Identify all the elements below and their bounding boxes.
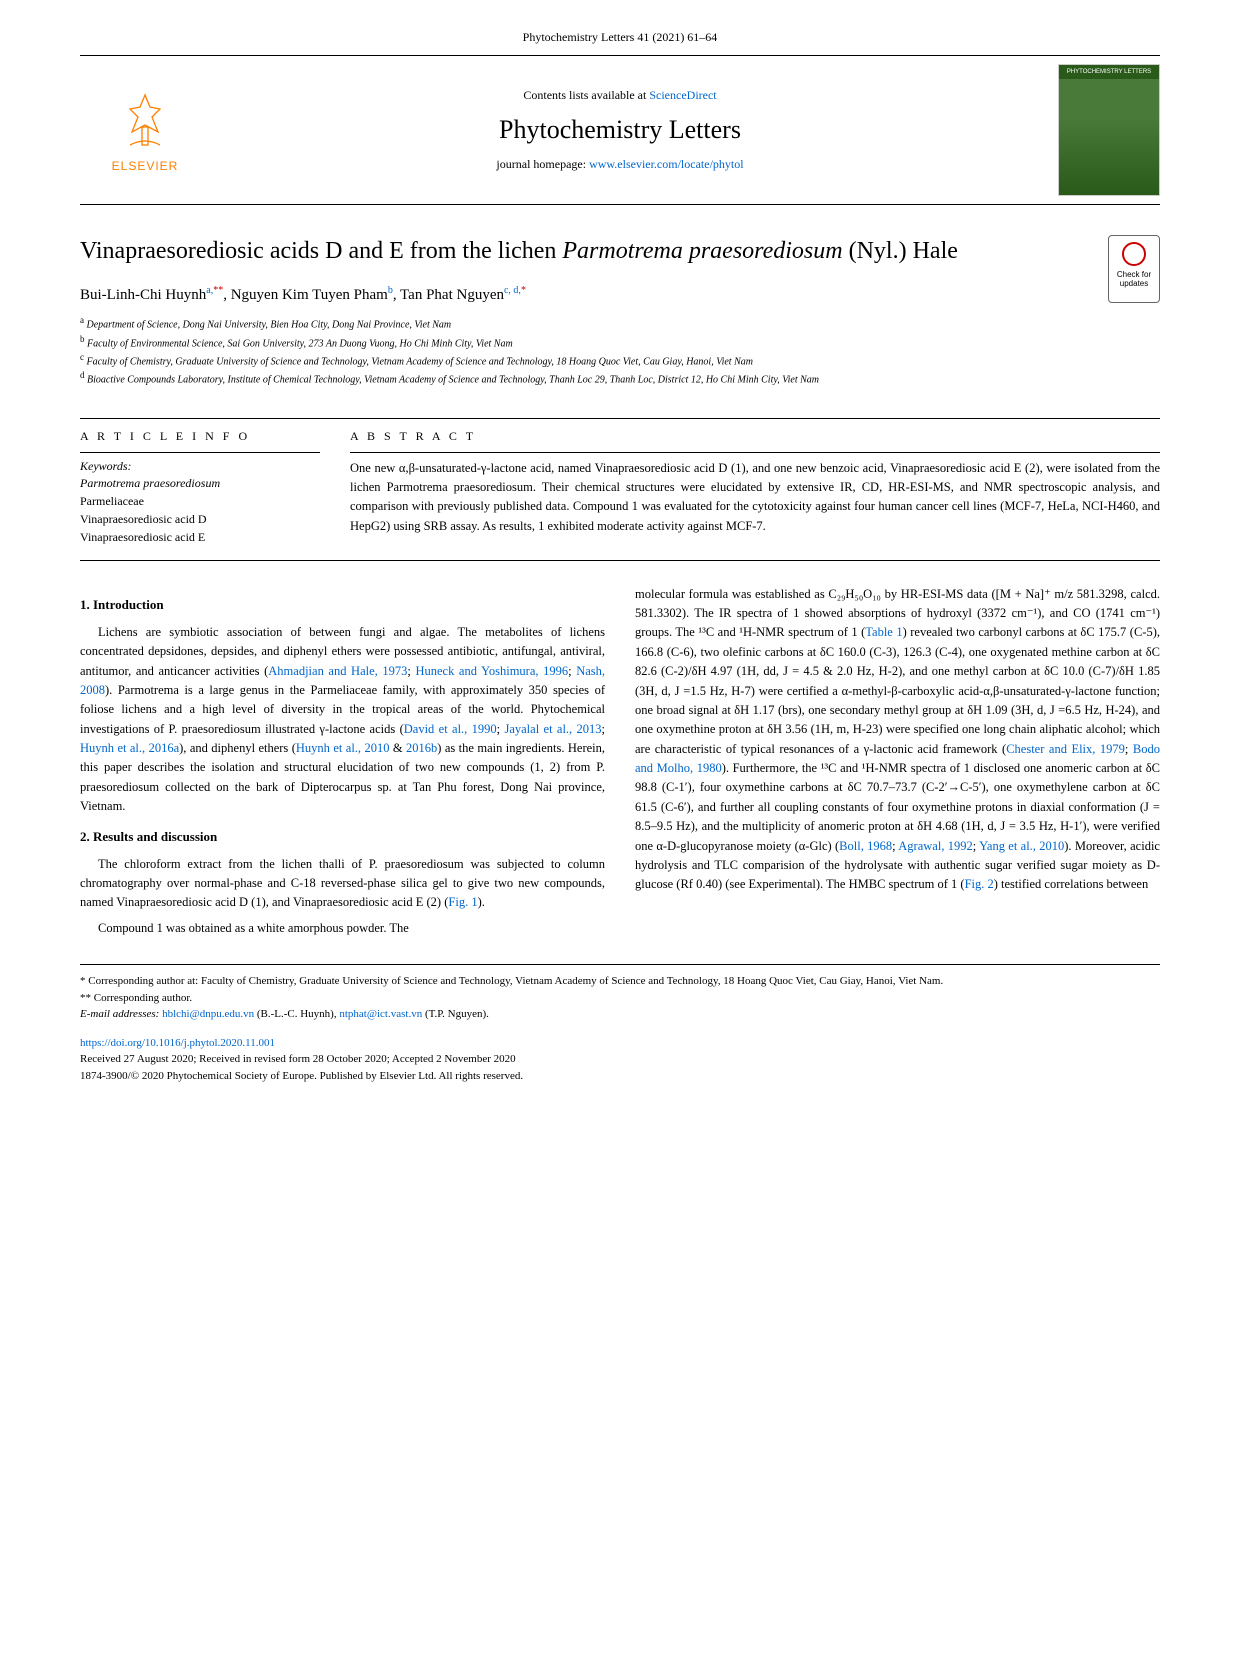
footnote-star1: * Corresponding author at: Faculty of Ch…	[80, 973, 1160, 990]
footnote-star2: ** Corresponding author.	[80, 990, 1160, 1007]
keywords-label: Keywords:	[80, 459, 320, 474]
footnotes: * Corresponding author at: Faculty of Ch…	[80, 964, 1160, 1023]
section-2-head: 2. Results and discussion	[80, 827, 605, 847]
received-dates: Received 27 August 2020; Received in rev…	[80, 1053, 516, 1065]
ref-link[interactable]: Yang et al., 2010	[979, 839, 1064, 853]
contents-line: Contents lists available at ScienceDirec…	[210, 88, 1030, 103]
ref-link[interactable]: Boll, 1968	[839, 839, 892, 853]
column-left: 1. Introduction Lichens are symbiotic as…	[80, 585, 605, 945]
results-p1: The chloroform extract from the lichen t…	[80, 855, 605, 913]
ref-link[interactable]: Chester and Elix, 1979	[1006, 742, 1125, 756]
abstract-head: A B S T R A C T	[350, 429, 1160, 444]
journal-name: Phytochemistry Letters	[210, 115, 1030, 145]
updates-icon	[1122, 242, 1146, 266]
journal-citation: Phytochemistry Letters 41 (2021) 61–64	[80, 30, 1160, 45]
table-link[interactable]: Table 1	[865, 625, 902, 639]
ref-link[interactable]: Jayalal et al., 2013	[504, 722, 601, 736]
journal-homepage: journal homepage: www.elsevier.com/locat…	[210, 157, 1030, 172]
email-link[interactable]: hblchi@dnpu.edu.vn	[162, 1008, 254, 1020]
abstract-text: One new α,β-unsaturated-γ-lactone acid, …	[350, 452, 1160, 537]
ref-link[interactable]: Agrawal, 1992	[898, 839, 973, 853]
doi-block: https://doi.org/10.1016/j.phytol.2020.11…	[80, 1035, 1160, 1085]
doi-link[interactable]: https://doi.org/10.1016/j.phytol.2020.11…	[80, 1037, 275, 1049]
check-updates-badge[interactable]: Check for updates	[1108, 235, 1160, 303]
ref-link[interactable]: Ahmadjian and Hale, 1973	[268, 664, 407, 678]
ref-link[interactable]: David et al., 1990	[404, 722, 497, 736]
ref-link[interactable]: Huynh et al., 2010	[296, 741, 390, 755]
keywords-list: Parmotrema praesorediosum Parmeliaceae V…	[80, 474, 320, 546]
elsevier-tree-icon	[110, 87, 180, 157]
authors-line: Bui-Linh-Chi Huynha,**, Nguyen Kim Tuyen…	[80, 285, 1108, 304]
ref-link[interactable]: Huneck and Yoshimura, 1996	[415, 664, 568, 678]
elsevier-wordmark: ELSEVIER	[112, 159, 179, 173]
ref-link[interactable]: 2016b	[406, 741, 437, 755]
copyright-line: 1874-3900/© 2020 Phytochemical Society o…	[80, 1070, 523, 1082]
intro-paragraph: Lichens are symbiotic association of bet…	[80, 623, 605, 817]
column-right: molecular formula was established as C₂₉…	[635, 585, 1160, 945]
article-title: Vinapraesorediosic acids D and E from th…	[80, 235, 1108, 267]
affiliations: a Department of Science, Dong Nai Univer…	[80, 314, 1108, 387]
results-p2b: molecular formula was established as C₂₉…	[635, 585, 1160, 895]
ref-link[interactable]: Huynh et al., 2016a	[80, 741, 179, 755]
body-columns: 1. Introduction Lichens are symbiotic as…	[80, 585, 1160, 945]
fig-link[interactable]: Fig. 2	[965, 877, 994, 891]
journal-header: ELSEVIER Contents lists available at Sci…	[80, 55, 1160, 205]
publisher-logo: ELSEVIER	[80, 87, 210, 173]
footnote-emails: E-mail addresses: hblchi@dnpu.edu.vn (B.…	[80, 1006, 1160, 1023]
section-1-head: 1. Introduction	[80, 595, 605, 615]
journal-cover-thumb: PHYTOCHEMISTRY LETTERS	[1058, 64, 1160, 196]
article-info-head: A R T I C L E I N F O	[80, 429, 320, 444]
sciencedirect-link[interactable]: ScienceDirect	[649, 88, 716, 102]
fig-link[interactable]: Fig. 1	[448, 895, 477, 909]
results-p2a: Compound 1 was obtained as a white amorp…	[80, 919, 605, 938]
email-link[interactable]: ntphat@ict.vast.vn	[339, 1008, 422, 1020]
journal-homepage-link[interactable]: www.elsevier.com/locate/phytol	[589, 157, 744, 171]
